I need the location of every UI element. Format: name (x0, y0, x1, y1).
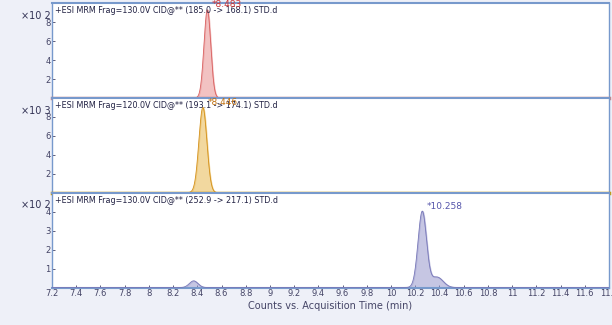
Text: *8.483: *8.483 (212, 0, 242, 9)
Text: ×10 2: ×10 2 (21, 11, 51, 21)
Text: +ESI MRM Frag=130.0V CID@** (252.9 -> 217.1) STD.d: +ESI MRM Frag=130.0V CID@** (252.9 -> 21… (55, 196, 278, 205)
Text: ×10 3: ×10 3 (21, 106, 51, 116)
Text: ×10 2: ×10 2 (21, 201, 51, 210)
Text: +ESI MRM Frag=120.0V CID@** (193.1 -> 174.1) STD.d: +ESI MRM Frag=120.0V CID@** (193.1 -> 17… (55, 101, 277, 110)
X-axis label: Counts vs. Acquisition Time (min): Counts vs. Acquisition Time (min) (248, 301, 412, 311)
Text: *10.258: *10.258 (427, 202, 463, 211)
Text: +ESI MRM Frag=130.0V CID@** (185.0 -> 168.1) STD.d: +ESI MRM Frag=130.0V CID@** (185.0 -> 16… (55, 6, 277, 15)
Text: *8.446: *8.446 (207, 98, 238, 107)
